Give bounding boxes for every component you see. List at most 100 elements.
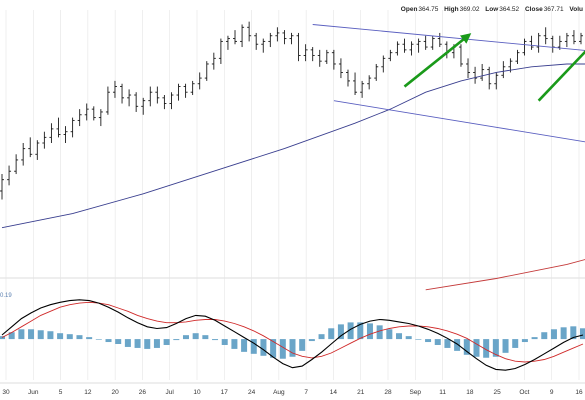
price-bar xyxy=(141,97,146,115)
price-bar xyxy=(416,38,421,53)
price-bar xyxy=(233,30,238,45)
moving-average-short xyxy=(1,63,585,229)
macd-histogram-bar xyxy=(366,323,373,340)
macd-histogram-bar xyxy=(560,327,567,340)
price-bar xyxy=(473,66,478,84)
macd-histogram-bar xyxy=(444,339,451,348)
macd-histogram-bar xyxy=(76,335,83,340)
price-bar xyxy=(148,86,153,107)
macd-histogram-bar xyxy=(124,339,131,347)
macd-panel: 0.19 xyxy=(0,293,585,371)
price-bar xyxy=(324,49,329,64)
macd-histogram-bar xyxy=(28,329,35,340)
price-bar xyxy=(240,24,245,48)
price-bar xyxy=(402,38,407,53)
price-bar xyxy=(84,103,89,121)
macd-histogram-bar xyxy=(570,326,577,340)
macd-histogram-bar xyxy=(221,339,228,345)
macd-histogram-bar xyxy=(415,339,422,340)
price-bar xyxy=(444,41,449,59)
macd-histogram-bar xyxy=(386,329,393,340)
macd-histogram-bar xyxy=(86,337,93,340)
price-bar xyxy=(338,58,343,79)
macd-histogram-bar xyxy=(405,336,412,340)
price-bar xyxy=(0,174,4,200)
macd-histogram-bar xyxy=(105,339,112,343)
macd-histogram-bar xyxy=(279,339,286,359)
macd-histogram-bar xyxy=(376,325,383,340)
volume-label: Volu xyxy=(569,6,583,13)
price-bar xyxy=(7,165,12,186)
x-tick-label: 20 xyxy=(112,389,120,396)
price-bar xyxy=(395,41,400,56)
price-bar xyxy=(353,72,358,96)
macd-histogram-bar xyxy=(37,330,44,340)
macd-histogram-bar xyxy=(483,339,490,358)
x-tick-label: Jul xyxy=(166,389,175,396)
price-bar xyxy=(134,92,139,112)
price-bar xyxy=(501,61,506,79)
price-bar xyxy=(409,41,414,56)
moving-average-long xyxy=(425,259,585,291)
macd-histogram-bar xyxy=(396,333,403,340)
macd-histogram-bar xyxy=(492,339,499,357)
x-tick-label: Oct xyxy=(519,389,529,396)
x-tick-label: 28 xyxy=(384,389,392,396)
x-tick-label: 18 xyxy=(466,389,474,396)
price-bar xyxy=(282,30,287,45)
macd-line xyxy=(1,299,584,371)
price-bar xyxy=(458,44,463,67)
price-bar xyxy=(317,49,322,67)
price-bar xyxy=(529,35,534,50)
indicator-overlays xyxy=(1,24,585,291)
x-axis-labels: 30 Jun 5 12 20 26 Jul 10 17 24 Aug 7 14 21 28 Sep 11 18 25… xyxy=(2,389,583,396)
price-bar xyxy=(254,32,259,50)
close-label: Close xyxy=(524,6,543,13)
price-bar xyxy=(183,83,188,98)
macd-histogram-bar xyxy=(231,339,238,349)
price-bar xyxy=(275,27,280,42)
price-bar xyxy=(303,44,308,62)
price-bar xyxy=(120,83,125,104)
price-bar xyxy=(28,137,33,158)
x-tick-label: 17 xyxy=(221,389,229,396)
x-tick-label: 14 xyxy=(330,389,338,396)
x-tick-label: 10 xyxy=(193,389,201,396)
price-bar xyxy=(197,72,202,90)
price-bar xyxy=(268,32,273,48)
x-tick-label: 24 xyxy=(248,389,256,396)
macd-histogram-bar xyxy=(18,329,25,340)
x-tick-label: 5 xyxy=(59,389,63,396)
x-tick-label: 11 xyxy=(439,389,446,396)
macd-histogram-bar xyxy=(308,339,315,342)
price-bar xyxy=(105,86,110,115)
trend-arrow xyxy=(537,50,585,102)
macd-histogram-bar xyxy=(153,339,160,348)
macd-histogram-bar xyxy=(115,339,122,344)
price-bar xyxy=(381,55,386,73)
x-tick-label: Sep xyxy=(409,389,421,396)
price-bar xyxy=(98,109,103,127)
price-bar xyxy=(35,140,40,160)
price-bar xyxy=(56,117,61,138)
high-label: High xyxy=(444,6,459,13)
price-bar xyxy=(190,80,195,96)
macd-histogram-bar xyxy=(57,333,64,340)
macd-histogram-bar xyxy=(241,339,248,352)
price-bar xyxy=(360,80,365,98)
macd-histogram-bar xyxy=(299,339,306,351)
macd-histogram-bar xyxy=(270,339,277,358)
macd-histogram-bar xyxy=(337,324,344,340)
price-bar xyxy=(247,21,252,42)
x-tick-label: 26 xyxy=(139,389,147,396)
macd-histogram-bar xyxy=(173,339,180,341)
price-bar xyxy=(543,27,548,45)
channel-upper-line xyxy=(312,24,585,51)
high-value: 369.02 xyxy=(459,6,480,13)
macd-histogram-bar xyxy=(579,328,585,340)
macd-histogram-bar xyxy=(473,339,480,357)
macd-histogram-bar xyxy=(163,339,170,345)
macd-histogram-bar xyxy=(182,335,189,340)
price-bar xyxy=(557,35,562,50)
